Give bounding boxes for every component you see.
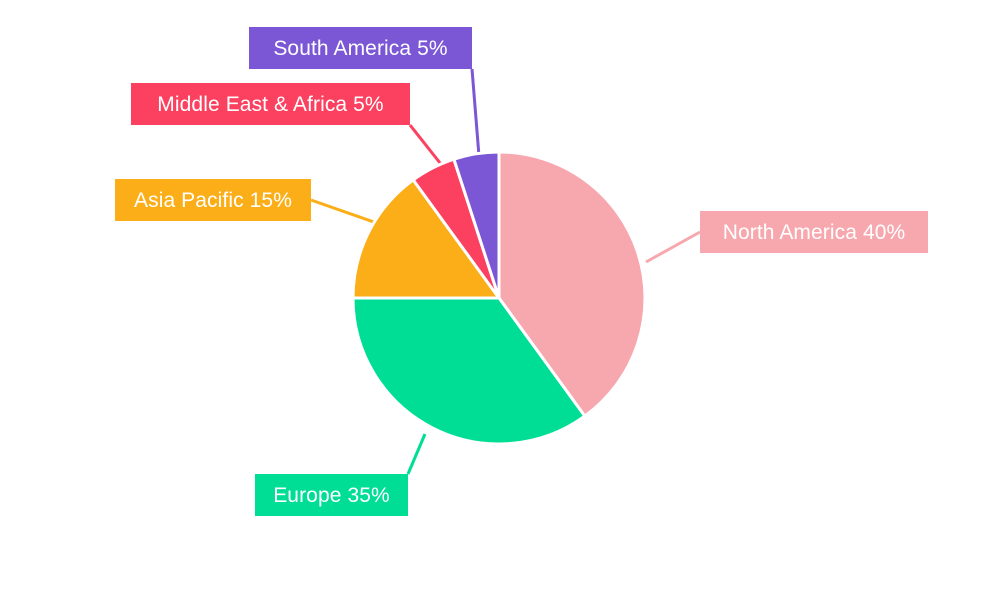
slice-label-asia-pacific-text: Asia Pacific 15% [133, 188, 292, 212]
slice-label-middle-east-africa-text: Middle East & Africa 5% [157, 92, 384, 116]
pie-slice[interactable] [452, 150, 501, 300]
leader-line [645, 230, 701, 264]
leader-line [406, 433, 427, 475]
slice-label-north-america-text: North America 40% [722, 220, 906, 244]
pie-slices-group [351, 150, 647, 446]
slice-label-south-america-text: South America 5% [273, 36, 448, 60]
slice-label-europe-text: Europe 35% [273, 483, 390, 507]
pie-slice[interactable] [351, 178, 501, 300]
leader-line [470, 68, 481, 157]
slice-label-europe[interactable]: Europe 35% [255, 474, 408, 516]
pie-slice[interactable] [497, 150, 647, 418]
slice-label-middle-east-africa[interactable]: Middle East & Africa 5% [131, 83, 410, 125]
slice-label-south-america[interactable]: South America 5% [249, 27, 472, 69]
pie-slice[interactable] [351, 296, 587, 446]
slice-label-asia-pacific[interactable]: Asia Pacific 15% [115, 179, 311, 221]
slice-label-north-america[interactable]: North America 40% [700, 211, 928, 253]
leader-line [408, 124, 446, 169]
